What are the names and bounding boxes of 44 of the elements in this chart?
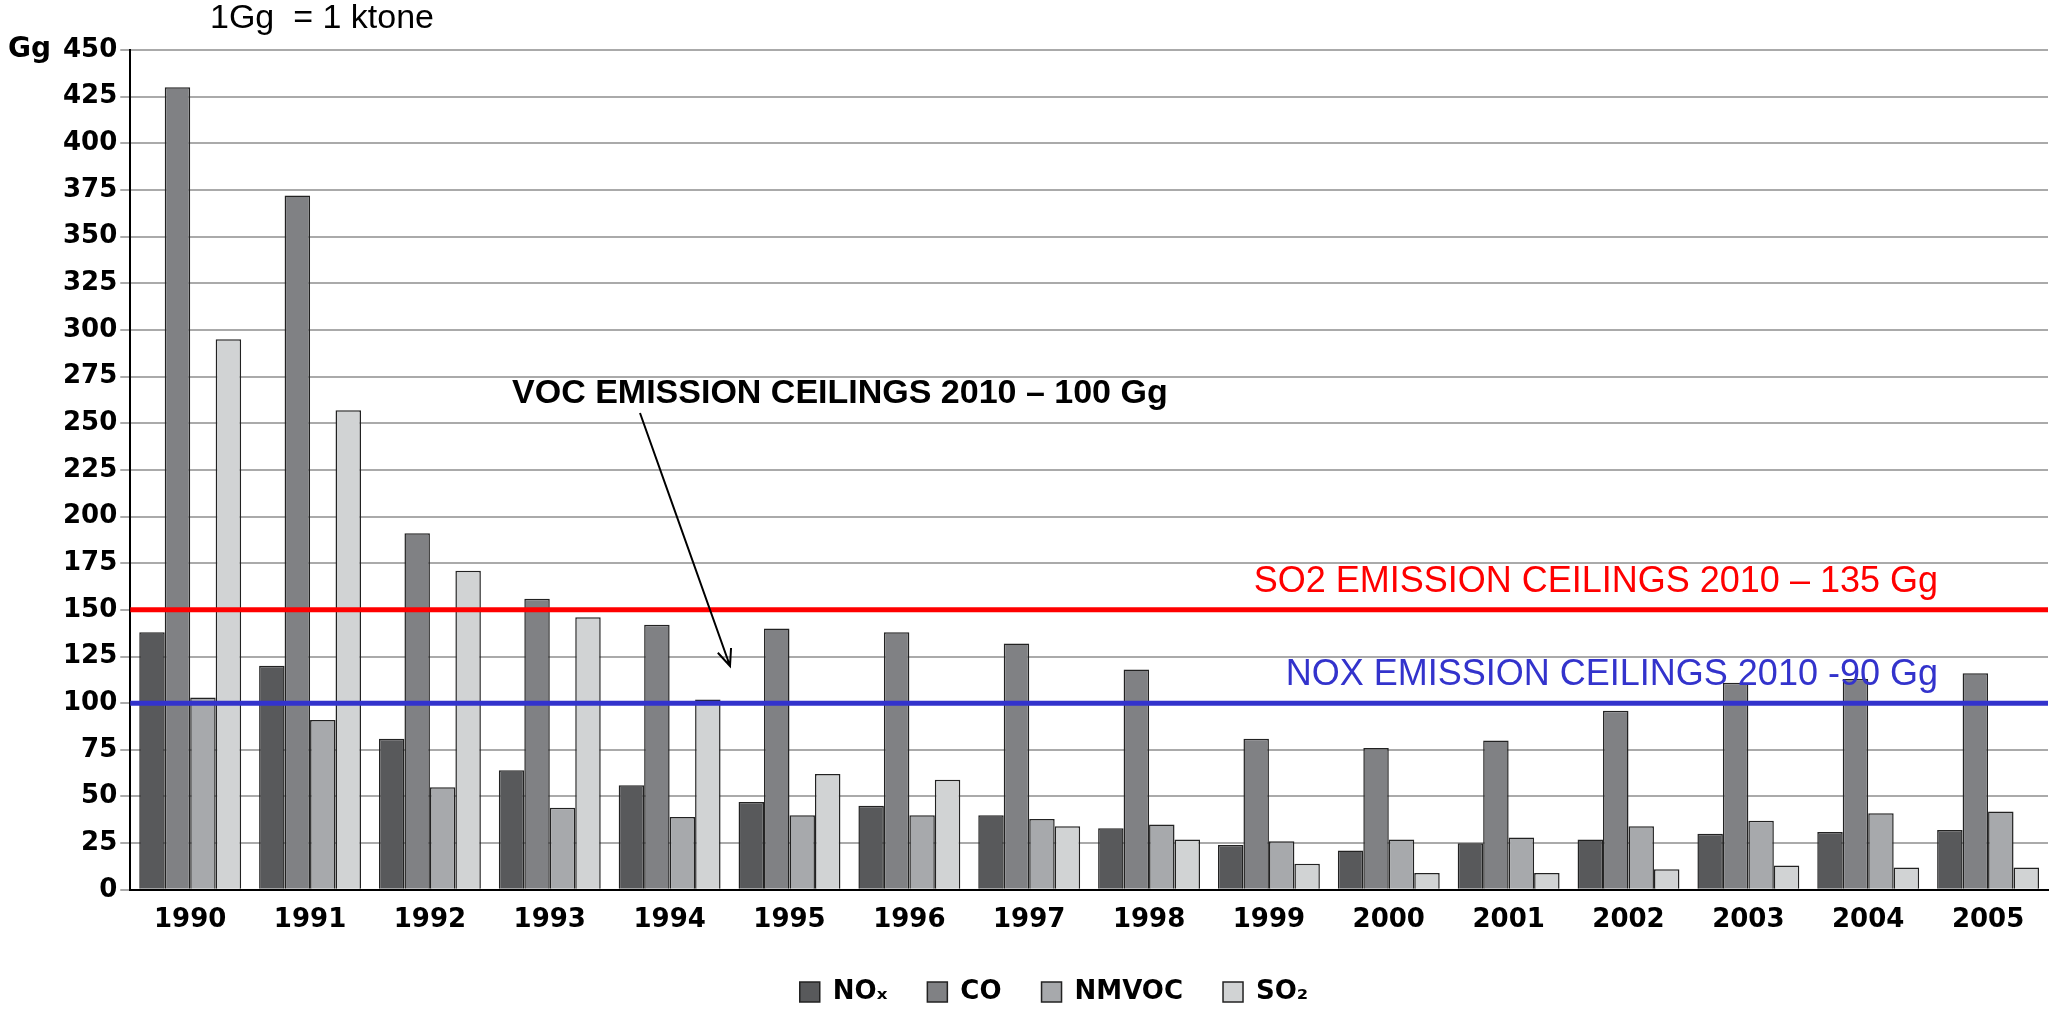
- y-tick-label: 350: [62, 219, 118, 250]
- y-tick-label: 250: [62, 405, 118, 436]
- x-tick-label: 2001: [1472, 903, 1545, 934]
- y-tick-label: 275: [62, 359, 118, 390]
- x-tick-label: 1993: [513, 903, 586, 934]
- x-tick-label: 2005: [1951, 903, 2025, 934]
- y-axis-title: Gg: [8, 31, 52, 65]
- x-tick-label: 1994: [633, 903, 706, 934]
- y-tick-label: 75: [81, 732, 118, 763]
- y-tick-label: 25: [81, 825, 118, 856]
- legend-label: SO₂: [1256, 974, 1309, 1005]
- x-tick-label: 2004: [1832, 903, 1905, 934]
- x-tick-label: 1990: [154, 903, 227, 934]
- y-tick-label: 300: [62, 312, 118, 343]
- ref-line-label: NOX EMISSION CEILINGS 2010 -90 Gg: [1285, 652, 1938, 694]
- y-tick-label: 150: [62, 592, 118, 623]
- x-tick-label: 2003: [1712, 903, 1785, 934]
- x-tick-label: 2002: [1592, 903, 1665, 934]
- x-tick-label: 1995: [753, 903, 826, 934]
- y-tick-label: 375: [62, 172, 118, 203]
- x-tick-label: 1996: [873, 903, 946, 934]
- text: 1Gg = 1 ktone: [210, 0, 434, 36]
- x-tick-label: 1999: [1232, 903, 1306, 934]
- ref-line-label: SO2 EMISSION CEILINGS 2010 – 135 Gg: [1253, 558, 1938, 600]
- annotation: VOC EMISSION CEILINGS 2010 – 100 Gg: [512, 372, 1168, 411]
- y-tick-label: 400: [62, 126, 118, 157]
- y-tick-label: 50: [81, 779, 118, 810]
- x-tick-label: 2000: [1352, 903, 1425, 934]
- y-tick-label: 425: [62, 79, 118, 110]
- x-tick-label: 1991: [273, 903, 347, 934]
- y-tick-label: 100: [62, 685, 118, 716]
- y-tick-label: 0: [99, 872, 118, 903]
- y-tick-label: 450: [62, 32, 118, 63]
- y-tick-label: 225: [62, 452, 118, 483]
- y-tick-label: 325: [62, 266, 118, 297]
- legend-label: CO: [960, 974, 1002, 1005]
- y-tick-label: 175: [62, 545, 118, 576]
- x-tick-label: 1997: [993, 903, 1066, 934]
- x-tick-label: 1998: [1112, 903, 1186, 934]
- x-tick-label: 1992: [393, 903, 467, 934]
- legend-label: NOₓ: [832, 974, 888, 1005]
- y-tick-label: 200: [62, 499, 118, 530]
- legend-label: NMVOC: [1074, 974, 1184, 1005]
- y-tick-label: 125: [62, 639, 118, 670]
